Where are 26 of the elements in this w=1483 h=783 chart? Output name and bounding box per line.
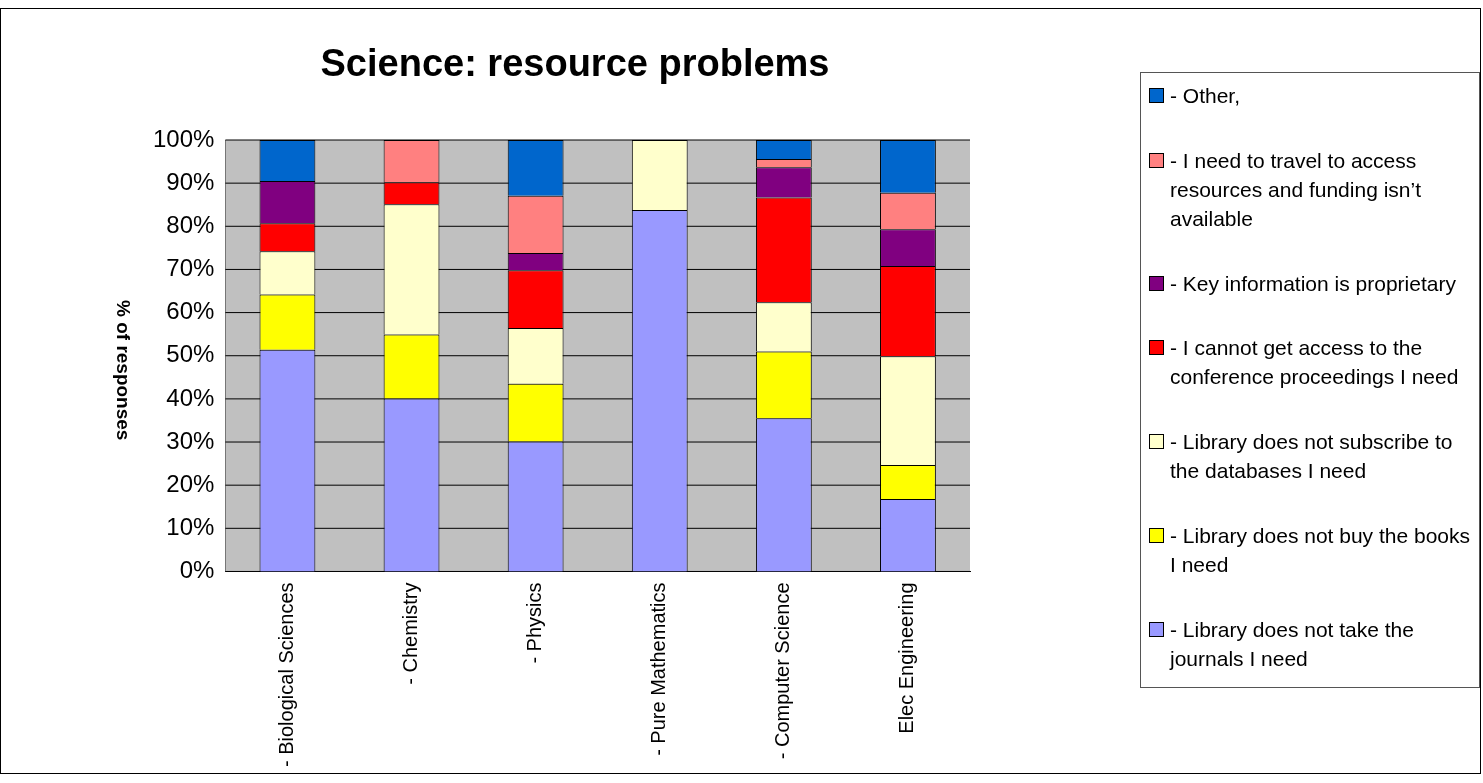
legend-label: - Library does not take the journals I need bbox=[1170, 616, 1415, 672]
legend-label: - Other, bbox=[1170, 83, 1241, 109]
legend-label: - I cannot get access to the conference proceedings I need bbox=[1170, 335, 1460, 391]
x-tick-label: - Chemistry bbox=[399, 582, 422, 685]
x-tick-label: Elec Engineering bbox=[895, 582, 918, 734]
y-tick-label: 40% bbox=[166, 383, 215, 411]
y-tick-label: 90% bbox=[166, 167, 215, 195]
legend-label: - Key information is proprietary bbox=[1170, 270, 1456, 297]
x-tick-label: - Physics bbox=[523, 582, 546, 664]
y-tick-label: 80% bbox=[166, 210, 215, 238]
y-tick-label: 100% bbox=[152, 124, 215, 152]
legend-label: - I need to travel to access resources and funding isn’t available bbox=[1170, 147, 1422, 232]
y-tick-label: 30% bbox=[166, 426, 215, 454]
x-tick-label: - Biological Sciences bbox=[274, 582, 297, 767]
y-tick-label: 10% bbox=[166, 512, 215, 540]
y-tick-label: 70% bbox=[166, 254, 215, 282]
y-tick-label: 20% bbox=[166, 469, 215, 497]
y-tick-label: 60% bbox=[166, 297, 215, 325]
legend-label: - Library does not buy the books I need bbox=[1170, 523, 1471, 579]
legend-label: - Library does not subscribe to the databases I need bbox=[1170, 429, 1454, 485]
y-tick-label: 50% bbox=[166, 340, 215, 368]
x-tick-label: - Pure Mathematics bbox=[647, 582, 670, 756]
y-tick-label: 0% bbox=[179, 556, 215, 584]
chart-title: Science: resource problems bbox=[319, 42, 831, 85]
x-tick-label: - Computer Science bbox=[771, 582, 794, 760]
y-axis-title: % of responses bbox=[112, 298, 134, 443]
